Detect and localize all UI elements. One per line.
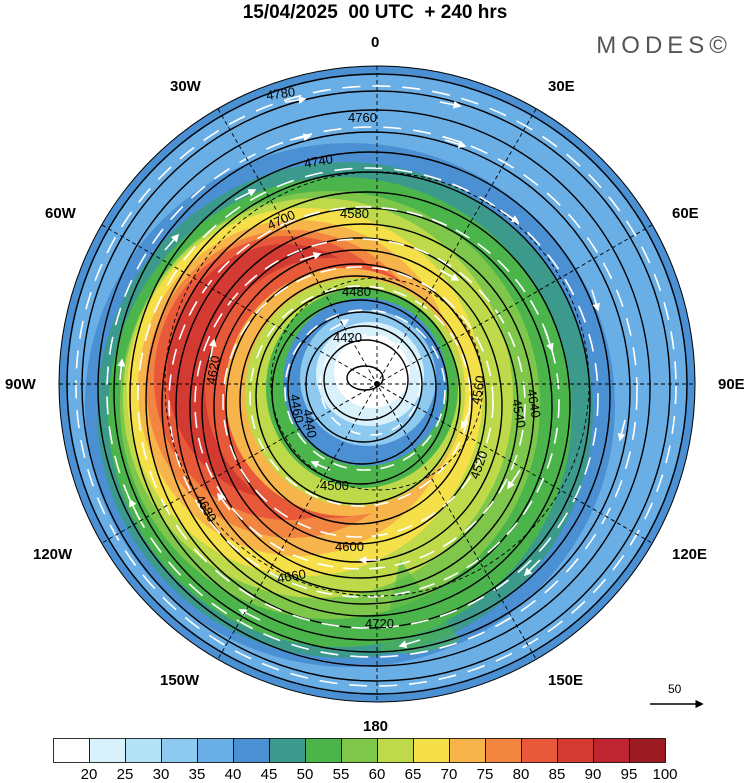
lon-label-30e: 30E (548, 78, 575, 95)
contour-label-4640: 4640 (524, 388, 544, 419)
lon-label-90e: 90E (718, 376, 745, 393)
colorbar-tick-label: 65 (404, 766, 422, 783)
colorbar-swatch (269, 738, 306, 763)
contour-label-4560: 4560 (468, 374, 488, 405)
contour-label-4720: 4720 (365, 616, 394, 631)
colorbar-swatch (233, 738, 270, 763)
wind-reference-arrow (650, 699, 704, 709)
colorbar-tick-label: 25 (116, 766, 134, 783)
contour-label-4440: 4440 (300, 408, 320, 439)
lon-label-0: 0 (371, 34, 380, 51)
lon-label-30w: 30W (170, 78, 201, 95)
colorbar-tick-label: 85 (548, 766, 566, 783)
colorbar-swatch (125, 738, 162, 763)
colorbar-tick-label: 50 (296, 766, 314, 783)
colorbar-tick-label: 45 (260, 766, 278, 783)
contour-label-4780: 4780 (265, 84, 296, 103)
wind-arrows (117, 95, 626, 648)
colorbar-tick-label: 20 (80, 766, 98, 783)
colorbar-swatch (89, 738, 126, 763)
contour-label-4600: 4600 (335, 539, 364, 554)
contour-label-4760: 4760 (348, 110, 377, 125)
lon-label-60e: 60E (672, 205, 699, 222)
wind-streamlines (75, 85, 677, 687)
lon-label-60w: 60W (45, 205, 76, 222)
contour-label-4740: 4740 (303, 151, 334, 171)
colorbar-tick-label: 90 (584, 766, 602, 783)
colorbar-swatch (449, 738, 486, 763)
lon-label-150w: 150W (160, 672, 200, 689)
colorbar-swatch (341, 738, 378, 763)
colorbar-tick-label: 75 (476, 766, 494, 783)
colorbar-tick-label: 30 (152, 766, 170, 783)
contour-label-4540: 4540 (509, 398, 529, 429)
contour-label-4460: 4460 (287, 393, 307, 424)
contour-label-4620: 4620 (203, 354, 223, 385)
contour-label-4480: 4480 (342, 284, 371, 299)
shaded-wind-speed (59, 66, 695, 702)
contour-label-4500: 4500 (320, 478, 349, 493)
colorbar-swatch (593, 738, 630, 763)
map-title: 15/04/2025 00 UTC + 240 hrs (242, 2, 508, 23)
colorbar-swatch (413, 738, 450, 763)
height-contours (66, 73, 688, 695)
colorbar-swatch (629, 738, 666, 763)
pole-marker (374, 381, 380, 387)
colorbar-swatch (485, 738, 522, 763)
colorbar-swatch (377, 738, 414, 763)
contour-label-4660: 4660 (276, 566, 307, 586)
lon-label-120w: 120W (33, 546, 73, 563)
wind-reference-label: 50 (668, 682, 682, 696)
colorbar-tick-label: 80 (512, 766, 530, 783)
colorbar-tick-label: 35 (188, 766, 206, 783)
colorbar-tick-label: 55 (332, 766, 350, 783)
contour-label-4420: 4420 (333, 330, 362, 345)
contour-label-4580: 4580 (340, 206, 369, 221)
lon-label-150e: 150E (548, 672, 584, 689)
colorbar-labels: 20 25 30 35 40 45 50 55 60 65 70 75 80 85 90 95 100 (0, 766, 750, 783)
colorbar-tick-label: 70 (440, 766, 458, 783)
lon-label-120e: 120E (672, 546, 708, 563)
colorbar-tick-label: 95 (620, 766, 638, 783)
colorbar-tick-label: 40 (224, 766, 242, 783)
lon-label-180: 180 (363, 718, 389, 735)
colorbar-swatch (197, 738, 234, 763)
colorbar-swatch (557, 738, 594, 763)
colorbar-tick-label: 60 (368, 766, 386, 783)
lon-label-90w: 90W (5, 376, 36, 393)
colorbar-tick-label: 100 (652, 766, 678, 783)
map-boundary (58, 65, 696, 703)
colorbar-swatch (521, 738, 558, 763)
brand-logo: MODES© (596, 32, 732, 59)
colorbar-swatch (53, 738, 90, 763)
colorbar (53, 738, 666, 763)
colorbar-swatch (161, 738, 198, 763)
colorbar-swatch (305, 738, 342, 763)
